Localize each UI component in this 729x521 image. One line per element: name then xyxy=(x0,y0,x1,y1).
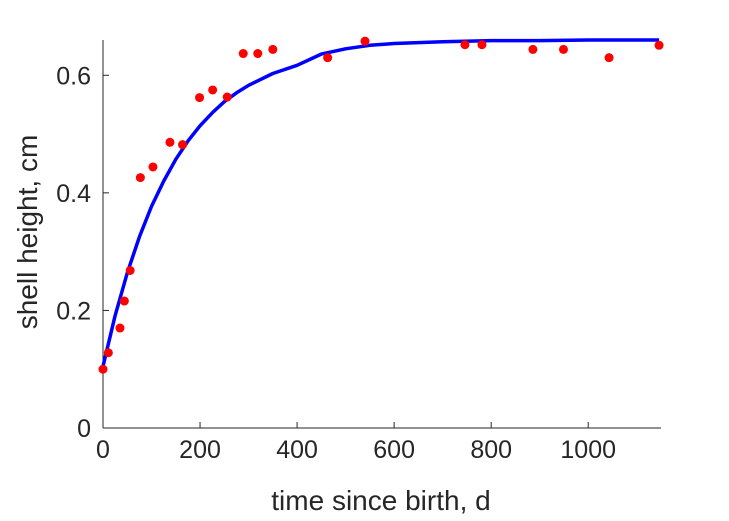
data-point xyxy=(558,44,568,54)
data-point xyxy=(654,40,664,50)
y-tick-label: 0.6 xyxy=(56,62,91,90)
data-point xyxy=(178,140,188,150)
data-point xyxy=(528,44,538,54)
data-point xyxy=(222,92,232,102)
data-point xyxy=(460,40,470,50)
data-point xyxy=(98,364,108,374)
ticks-layer: 0 200 400 600 800 1000 0 0.2 0.4 0.6 xyxy=(56,62,616,464)
x-tick-label: 0 xyxy=(96,436,110,464)
y-tick-label: 0 xyxy=(77,415,91,443)
data-point xyxy=(103,348,113,358)
data-point xyxy=(238,49,248,59)
data-points-layer xyxy=(98,36,664,374)
data-point xyxy=(135,173,145,183)
data-point xyxy=(360,36,370,46)
data-point xyxy=(208,85,218,95)
data-point xyxy=(119,296,129,306)
data-point xyxy=(253,49,263,59)
data-point xyxy=(165,137,175,147)
x-tick-label: 400 xyxy=(276,436,318,464)
x-tick-label: 1000 xyxy=(560,436,616,464)
data-point xyxy=(323,53,333,63)
data-point xyxy=(477,40,487,50)
data-point xyxy=(148,162,158,172)
x-tick-label: 600 xyxy=(373,436,415,464)
y-tick-label: 0.4 xyxy=(56,180,91,208)
axes xyxy=(102,40,661,429)
fit-curve-layer xyxy=(101,38,660,367)
data-point xyxy=(604,53,614,63)
data-point xyxy=(195,93,205,103)
fit-curve xyxy=(101,38,660,367)
x-axis-label: time since birth, d xyxy=(271,485,490,516)
x-tick-label: 800 xyxy=(470,436,512,464)
data-point xyxy=(268,44,278,54)
x-tick-label: 200 xyxy=(179,436,221,464)
data-point xyxy=(125,265,135,275)
y-axis-label: shell height, cm xyxy=(12,135,43,330)
y-tick-label: 0.2 xyxy=(56,297,91,325)
data-point xyxy=(115,323,125,333)
